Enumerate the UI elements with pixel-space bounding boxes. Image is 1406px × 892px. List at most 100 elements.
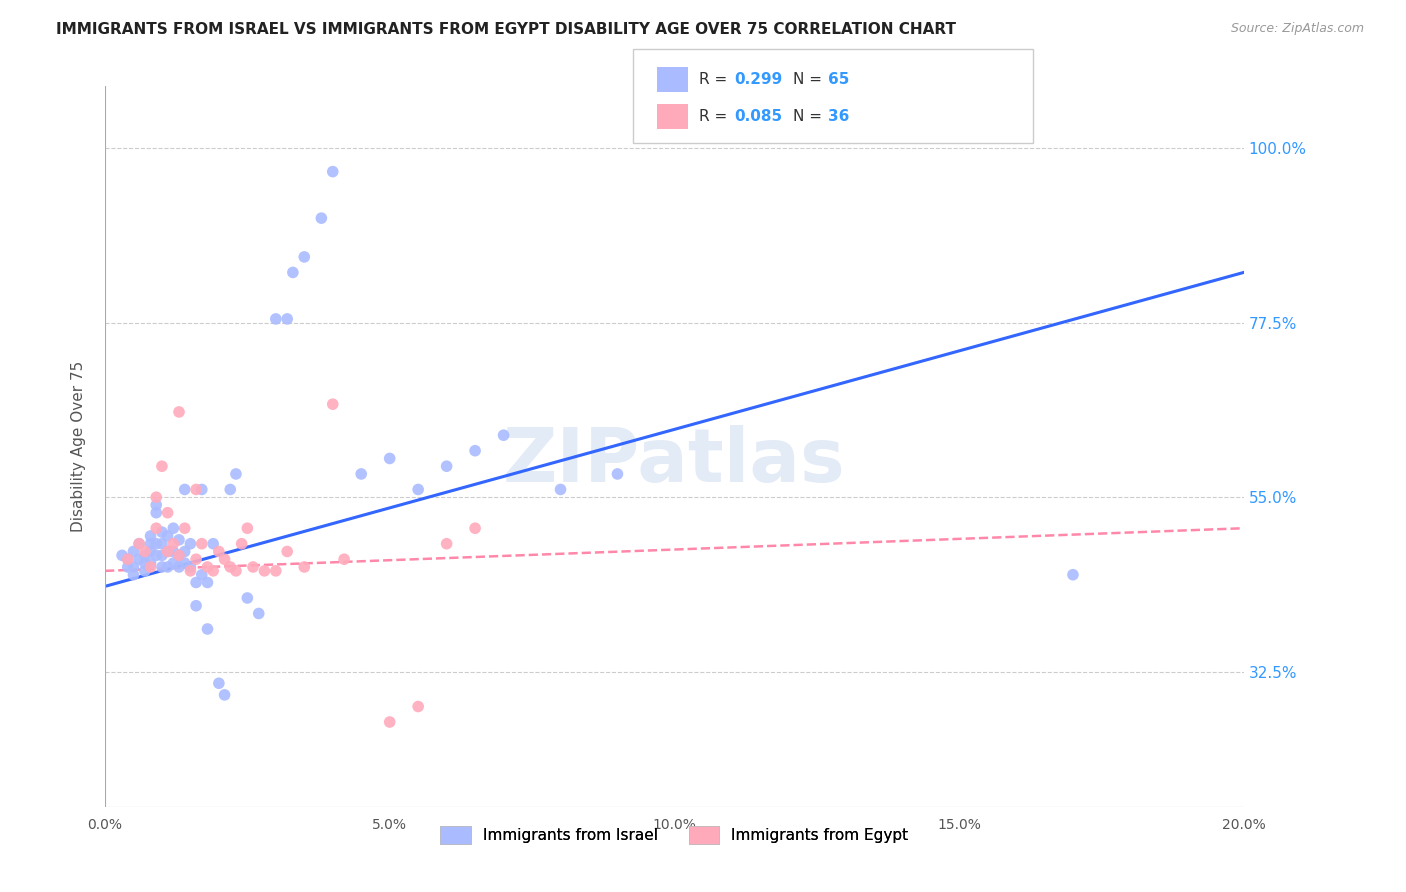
Point: [117, 552, 139, 566]
Point: [231, 537, 253, 551]
Point: [134, 544, 156, 558]
Point: [167, 405, 190, 419]
Point: [436, 459, 458, 474]
Point: [162, 537, 184, 551]
Point: [134, 549, 156, 563]
Point: [197, 622, 219, 636]
Point: [128, 552, 150, 566]
Point: [350, 467, 373, 481]
Point: [122, 560, 145, 574]
Point: [134, 556, 156, 570]
Point: [333, 552, 356, 566]
Point: [145, 490, 167, 504]
Text: 0.299: 0.299: [734, 72, 782, 87]
Point: [184, 483, 207, 497]
Point: [191, 537, 214, 551]
Text: 65: 65: [828, 72, 849, 87]
Point: [145, 537, 167, 551]
Point: [322, 397, 344, 411]
Point: [406, 483, 429, 497]
Point: [276, 544, 298, 558]
Point: [156, 544, 179, 558]
Point: [139, 537, 162, 551]
Point: [150, 459, 173, 474]
Point: [128, 537, 150, 551]
Point: [406, 699, 429, 714]
Text: 36: 36: [828, 110, 849, 124]
Point: [167, 560, 190, 574]
Point: [150, 549, 173, 563]
Point: [253, 564, 276, 578]
Text: ZIPatlas: ZIPatlas: [503, 425, 845, 498]
Point: [139, 556, 162, 570]
Y-axis label: Disability Age Over 75: Disability Age Over 75: [72, 361, 86, 533]
Point: [219, 483, 242, 497]
Point: [225, 467, 247, 481]
Point: [197, 575, 219, 590]
Point: [173, 521, 195, 535]
Point: [264, 564, 287, 578]
Point: [378, 451, 401, 466]
Point: [219, 560, 242, 574]
Text: R =: R =: [699, 110, 733, 124]
Point: [122, 544, 145, 558]
Point: [311, 211, 333, 226]
Text: R =: R =: [699, 72, 733, 87]
Point: [225, 564, 247, 578]
Point: [173, 556, 195, 570]
Point: [247, 607, 270, 621]
Point: [550, 483, 572, 497]
Point: [156, 544, 179, 558]
Point: [150, 537, 173, 551]
Point: [162, 556, 184, 570]
Point: [191, 567, 214, 582]
Point: [145, 506, 167, 520]
Point: [162, 521, 184, 535]
Point: [276, 312, 298, 326]
Point: [156, 506, 179, 520]
Point: [184, 575, 207, 590]
Point: [139, 544, 162, 558]
Point: [378, 714, 401, 729]
Point: [322, 164, 344, 178]
Point: [236, 521, 259, 535]
Point: [202, 564, 225, 578]
Point: [179, 564, 201, 578]
Point: [179, 537, 201, 551]
Text: N =: N =: [793, 72, 827, 87]
Point: [281, 265, 304, 279]
Point: [242, 560, 264, 574]
Point: [167, 549, 190, 563]
Point: [145, 498, 167, 512]
Point: [264, 312, 287, 326]
Point: [122, 567, 145, 582]
Point: [292, 250, 315, 264]
Point: [167, 549, 190, 563]
Point: [436, 537, 458, 551]
Point: [236, 591, 259, 605]
Point: [128, 537, 150, 551]
Point: [150, 560, 173, 574]
Point: [117, 560, 139, 574]
Point: [156, 560, 179, 574]
Point: [191, 483, 214, 497]
Point: [117, 552, 139, 566]
Point: [492, 428, 515, 442]
Point: [156, 529, 179, 543]
Point: [167, 533, 190, 547]
Point: [111, 549, 134, 563]
Point: [208, 676, 231, 690]
Point: [179, 560, 201, 574]
Point: [162, 544, 184, 558]
Point: [292, 560, 315, 574]
Point: [134, 564, 156, 578]
Point: [150, 525, 173, 540]
Point: [184, 552, 207, 566]
Point: [464, 521, 486, 535]
Text: 0.085: 0.085: [734, 110, 782, 124]
Legend: Immigrants from Israel, Immigrants from Egypt: Immigrants from Israel, Immigrants from …: [434, 821, 915, 850]
Point: [184, 599, 207, 613]
Point: [145, 549, 167, 563]
Point: [1062, 567, 1084, 582]
Point: [202, 537, 225, 551]
